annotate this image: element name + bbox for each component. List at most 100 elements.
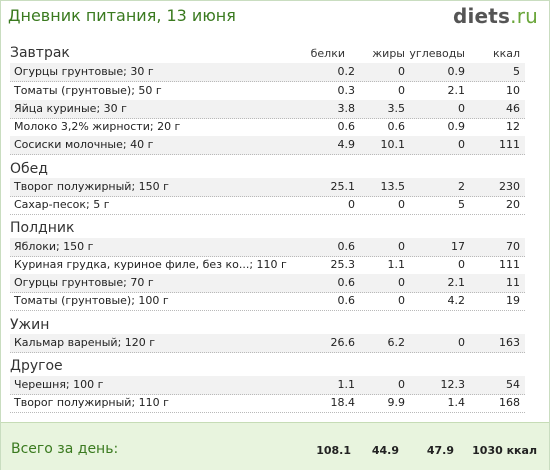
food-name: Сосиски молочные; 40 г xyxy=(14,138,154,151)
protein-value: 0.6 xyxy=(337,120,356,133)
food-name: Сахар-песок; 5 г xyxy=(14,198,110,211)
table-row: Томаты (грунтовые); 100 г 0.6 0 4.2 19 xyxy=(10,292,525,311)
table-row: Творог полужирный; 150 г 25.1 13.5 2 230 xyxy=(10,178,525,197)
food-name: Творог полужирный; 150 г xyxy=(14,180,169,193)
table-row: Яйца куриные; 30 г 3.8 3.5 0 46 xyxy=(10,100,525,119)
total-fat: 44.9 xyxy=(371,444,399,457)
table-row: Томаты (грунтовые); 50 г 0.3 0 2.1 10 xyxy=(10,82,525,101)
food-name: Огурцы грунтовые; 30 г xyxy=(14,65,154,78)
column-header-kcal: ккал xyxy=(492,47,520,60)
carbs-value: 0 xyxy=(458,102,465,115)
food-name: Черешня; 100 г xyxy=(14,378,104,391)
fat-value: 1.1 xyxy=(387,258,406,271)
kcal-value: 12 xyxy=(506,120,520,133)
carbs-value: 0 xyxy=(458,258,465,271)
fat-value: 0 xyxy=(398,240,405,253)
food-name: Куриная грудка, куриное филе, без ко...;… xyxy=(14,258,287,271)
table-row: Сосиски молочные; 40 г 4.9 10.1 0 111 xyxy=(10,136,525,155)
meal-title-other: Другое xyxy=(10,358,63,374)
kcal-value: 111 xyxy=(499,258,520,271)
carbs-value: 0 xyxy=(458,336,465,349)
daily-total-bar: Всего за день: 108.1 44.9 47.9 1030 ккал xyxy=(1,422,549,470)
carbs-value: 2.1 xyxy=(447,276,466,289)
fat-value: 3.5 xyxy=(387,102,406,115)
food-name: Кальмар вареный; 120 г xyxy=(14,336,156,349)
fat-value: 0 xyxy=(398,276,405,289)
carbs-value: 0.9 xyxy=(447,65,466,78)
kcal-value: 54 xyxy=(506,378,520,391)
table-row: Черешня; 100 г 1.1 0 12.3 54 xyxy=(10,376,525,395)
kcal-value: 70 xyxy=(506,240,520,253)
table-row: Кальмар вареный; 120 г 26.6 6.2 0 163 xyxy=(10,334,525,353)
carbs-value: 1.4 xyxy=(447,396,466,409)
food-name: Творог полужирный; 110 г xyxy=(14,396,169,409)
food-name: Огурцы грунтовые; 70 г xyxy=(14,276,154,289)
kcal-value: 11 xyxy=(506,276,520,289)
protein-value: 0.2 xyxy=(337,65,356,78)
food-name: Яблоки; 150 г xyxy=(14,240,94,253)
logo-suffix: .ru xyxy=(510,4,538,28)
protein-value: 0.3 xyxy=(337,84,356,97)
table-row: Сахар-песок; 5 г 0 0 5 20 xyxy=(10,196,525,215)
fat-value: 6.2 xyxy=(387,336,406,349)
daily-total-label: Всего за день: xyxy=(11,441,119,457)
carbs-value: 17 xyxy=(451,240,465,253)
carbs-value: 2.1 xyxy=(447,84,466,97)
column-header-carbs: углеводы xyxy=(409,47,465,60)
protein-value: 0.6 xyxy=(337,276,356,289)
kcal-value: 10 xyxy=(506,84,520,97)
protein-value: 3.8 xyxy=(337,102,356,115)
protein-value: 4.9 xyxy=(337,138,356,151)
protein-value: 25.1 xyxy=(330,180,356,193)
meal-title-dinner: Ужин xyxy=(10,317,50,333)
table-row: Молоко 3,2% жирности; 20 г 0.6 0.6 0.9 1… xyxy=(10,118,525,137)
kcal-value: 168 xyxy=(499,396,520,409)
column-header-protein: белки xyxy=(310,47,345,60)
meal-title-breakfast: Завтрак xyxy=(10,45,70,61)
fat-value: 0 xyxy=(398,65,405,78)
fat-value: 10.1 xyxy=(380,138,406,151)
table-row: Куриная грудка, куриное филе, без ко...;… xyxy=(10,256,525,275)
kcal-value: 5 xyxy=(513,65,520,78)
protein-value: 26.6 xyxy=(330,336,356,349)
carbs-value: 0.9 xyxy=(447,120,466,133)
table-row: Огурцы грунтовые; 30 г 0.2 0 0.9 5 xyxy=(10,63,525,82)
fat-value: 13.5 xyxy=(380,180,406,193)
table-row: Огурцы грунтовые; 70 г 0.6 0 2.1 11 xyxy=(10,274,525,293)
fat-value: 9.9 xyxy=(387,396,406,409)
meal-title-lunch: Обед xyxy=(10,161,48,177)
carbs-value: 5 xyxy=(458,198,465,211)
kcal-value: 19 xyxy=(506,294,520,307)
logo-main: diets xyxy=(452,4,511,28)
food-name: Яйца куриные; 30 г xyxy=(14,102,127,115)
protein-value: 0.6 xyxy=(337,240,356,253)
total-kcal: 1030 ккал xyxy=(472,444,537,457)
kcal-value: 46 xyxy=(506,102,520,115)
protein-value: 1.1 xyxy=(337,378,356,391)
fat-value: 0 xyxy=(398,378,405,391)
fat-value: 0 xyxy=(398,198,405,211)
food-name: Молоко 3,2% жирности; 20 г xyxy=(14,120,181,133)
fat-value: 0 xyxy=(398,84,405,97)
kcal-value: 163 xyxy=(499,336,520,349)
kcal-value: 230 xyxy=(499,180,520,193)
table-row: Творог полужирный; 110 г 18.4 9.9 1.4 16… xyxy=(10,394,525,413)
protein-value: 0 xyxy=(348,198,355,211)
kcal-value: 111 xyxy=(499,138,520,151)
carbs-value: 4.2 xyxy=(447,294,466,307)
fat-value: 0.6 xyxy=(387,120,406,133)
total-carbs: 47.9 xyxy=(426,444,454,457)
kcal-value: 20 xyxy=(506,198,520,211)
carbs-value: 12.3 xyxy=(440,378,466,391)
diets-logo[interactable]: diets.ru xyxy=(453,4,538,28)
column-header-fat: жиры xyxy=(372,47,405,60)
food-name: Томаты (грунтовые); 100 г xyxy=(14,294,169,307)
food-name: Томаты (грунтовые); 50 г xyxy=(14,84,162,97)
meal-title-snack: Полдник xyxy=(10,220,75,236)
protein-value: 0.6 xyxy=(337,294,356,307)
carbs-value: 2 xyxy=(458,180,465,193)
protein-value: 18.4 xyxy=(330,396,356,409)
fat-value: 0 xyxy=(398,294,405,307)
table-row: Яблоки; 150 г 0.6 0 17 70 xyxy=(10,238,525,257)
page-title: Дневник питания, 13 июня xyxy=(8,6,236,25)
